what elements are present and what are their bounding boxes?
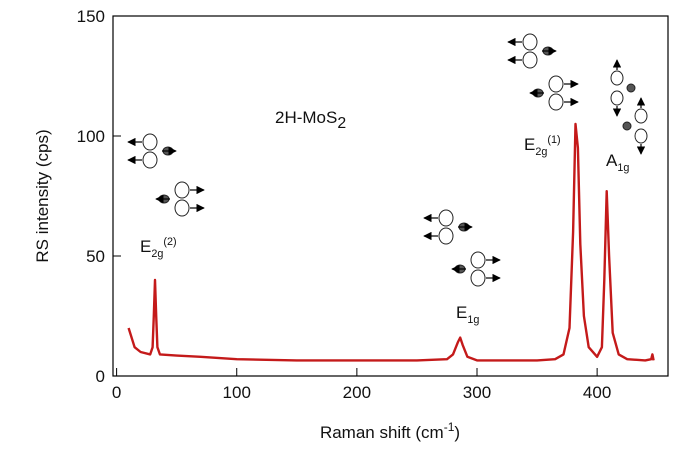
spectrum-line — [127, 122, 655, 362]
mode-icon — [530, 76, 578, 110]
x-axis-label: Raman shift (cm-1) — [320, 420, 460, 442]
mode-icon — [128, 134, 176, 168]
plot-frame — [112, 15, 669, 377]
annotation-sup: (1) — [547, 134, 560, 146]
annotation-sub: 2g — [535, 146, 547, 158]
annotation: E2g(1) — [524, 134, 561, 158]
annotation-base: 2H-MoS — [275, 108, 337, 127]
y-tick-label: 0 — [96, 367, 105, 386]
annotation-base: E — [456, 303, 467, 322]
mode-icon — [623, 98, 647, 154]
annotation-base: E — [140, 237, 151, 256]
x-tick-label: 0 — [112, 383, 121, 402]
mode-diagrams — [128, 34, 647, 286]
annotation-sub: 1g — [467, 314, 479, 326]
y-tick-label: 50 — [86, 247, 105, 266]
mode-icon — [611, 60, 635, 116]
annotation-base: E — [524, 135, 535, 154]
annotation: A1g — [606, 151, 629, 174]
annotation-sub: 2g — [151, 248, 163, 260]
annotation-base: A — [606, 151, 618, 170]
annotation-sub: 2 — [337, 115, 346, 132]
annotation: 2H-MoS2 — [275, 108, 346, 132]
x-tick-label: 400 — [583, 383, 611, 402]
mode-icon — [508, 34, 556, 68]
mode-icon — [156, 182, 204, 216]
annotation: E1g — [456, 303, 479, 326]
x-tick-label: 100 — [223, 383, 251, 402]
y-tick-label: 100 — [77, 127, 105, 146]
mode-icon — [424, 210, 472, 244]
y-tick-label: 150 — [77, 7, 105, 26]
y-axis-label: RS intensity (cps) — [33, 129, 52, 262]
x-tick-label: 300 — [463, 383, 491, 402]
annotation-sub: 1g — [617, 162, 629, 174]
mode-icon — [452, 252, 500, 286]
x-tick-label: 200 — [343, 383, 371, 402]
annotation: E2g(2) — [140, 236, 177, 260]
annotation-sup: (2) — [163, 236, 176, 248]
